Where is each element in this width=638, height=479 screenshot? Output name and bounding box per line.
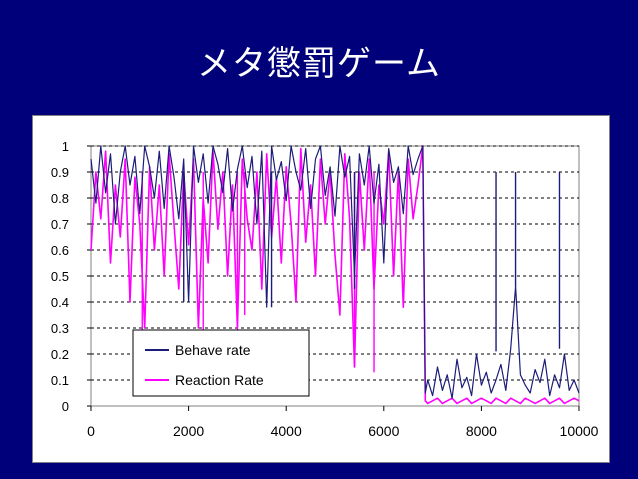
y-tick-label: 0.8: [51, 191, 69, 206]
legend-label: Reaction Rate: [175, 372, 264, 388]
series-line-behave-rate: [90, 145, 580, 399]
y-tick-label: 0.2: [51, 347, 69, 362]
y-tick-label: 0.6: [51, 243, 69, 258]
y-tick-label: 0.3: [51, 321, 69, 336]
y-tick-label: 1: [62, 139, 69, 154]
line-chart: 0 0.1 0.2 0.3 0.4 0.5 0.6 0.7 0.8 0.9 1 0 2000 4000 60…: [51, 139, 599, 439]
x-tick-label: 6000: [368, 423, 399, 439]
y-tick-label: 0.9: [51, 165, 69, 180]
chart-frame: 0 0.1 0.2 0.3 0.4 0.5 0.6 0.7 0.8 0.9 1 0 2000 4000 60…: [32, 115, 610, 463]
legend-box: [132, 329, 310, 397]
y-tick-label: 0.5: [51, 269, 69, 284]
legend-label: Behave rate: [175, 342, 251, 358]
x-tick-label: 2000: [173, 423, 204, 439]
legend: Behave rate Reaction Rate: [132, 329, 310, 397]
x-tick-label: 4000: [271, 423, 302, 439]
x-tick-label: 0: [87, 423, 95, 439]
y-tick-label: 0: [62, 399, 69, 414]
series-line-reaction-rate: [90, 145, 580, 405]
x-tick-label: 8000: [466, 423, 497, 439]
y-tick-label: 0.4: [51, 295, 69, 310]
y-tick-label: 0.1: [51, 373, 69, 388]
slide-title: メタ懲罰ゲーム: [197, 44, 441, 84]
x-tick-label: 10000: [560, 423, 599, 439]
y-tick-label: 0.7: [51, 217, 69, 232]
